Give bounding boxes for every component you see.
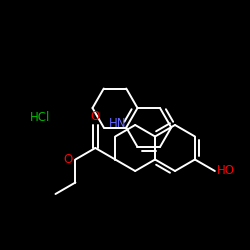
Text: O: O	[91, 110, 100, 122]
Text: HN: HN	[109, 117, 126, 130]
Text: O: O	[64, 153, 73, 166]
Text: HO: HO	[217, 164, 235, 177]
Text: HCl: HCl	[30, 111, 50, 124]
